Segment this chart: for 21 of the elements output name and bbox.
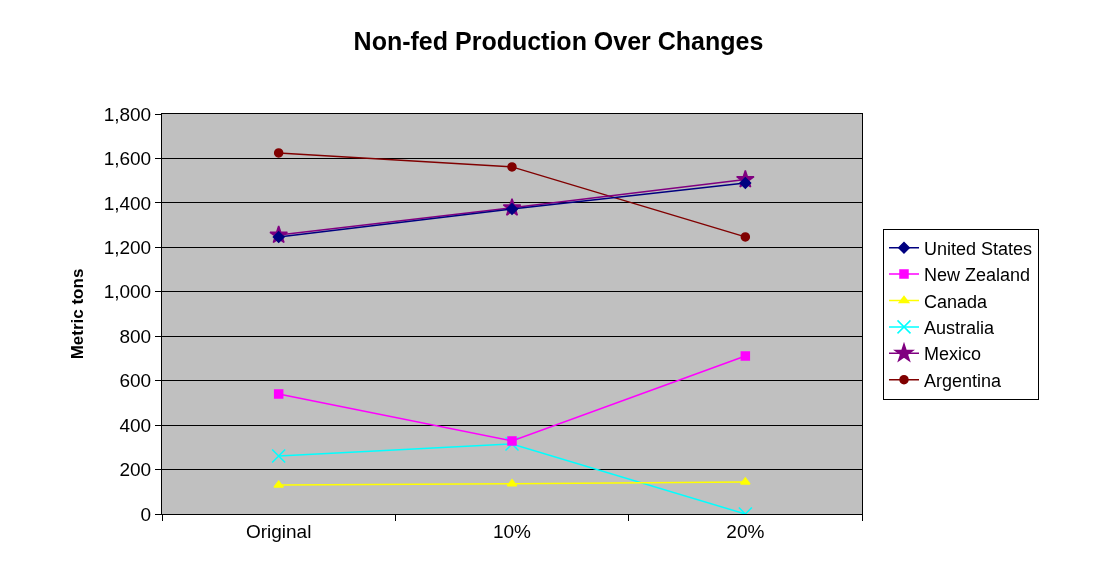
- y-tick-label: 1,400: [103, 192, 152, 214]
- y-axis-title: Metric tons: [68, 268, 88, 360]
- y-tick-label: 800: [119, 325, 152, 347]
- y-tick-label: 1,600: [103, 148, 152, 170]
- y-tick-label: 400: [119, 414, 152, 436]
- legend-label: Mexico: [924, 344, 982, 365]
- y-tick-label: 0: [140, 503, 152, 525]
- chart-title: Non-fed Production Over Changes: [353, 26, 764, 55]
- legend-label: Canada: [924, 291, 989, 312]
- legend-label: Argentina: [924, 370, 1003, 391]
- y-tick-label: 200: [119, 459, 152, 481]
- y-tick-label: 1,200: [103, 236, 152, 258]
- legend-label: United States: [924, 238, 1033, 259]
- legend-label: New Zealand: [924, 265, 1031, 286]
- legend-label: Australia: [924, 317, 996, 338]
- x-tick-label: Original: [245, 520, 312, 542]
- y-tick-label: 1,800: [103, 103, 152, 125]
- y-tick-label: 600: [119, 370, 152, 392]
- x-tick-label: 10%: [492, 520, 532, 542]
- y-tick-label: 1,000: [103, 281, 152, 303]
- x-tick-label: 20%: [726, 520, 765, 542]
